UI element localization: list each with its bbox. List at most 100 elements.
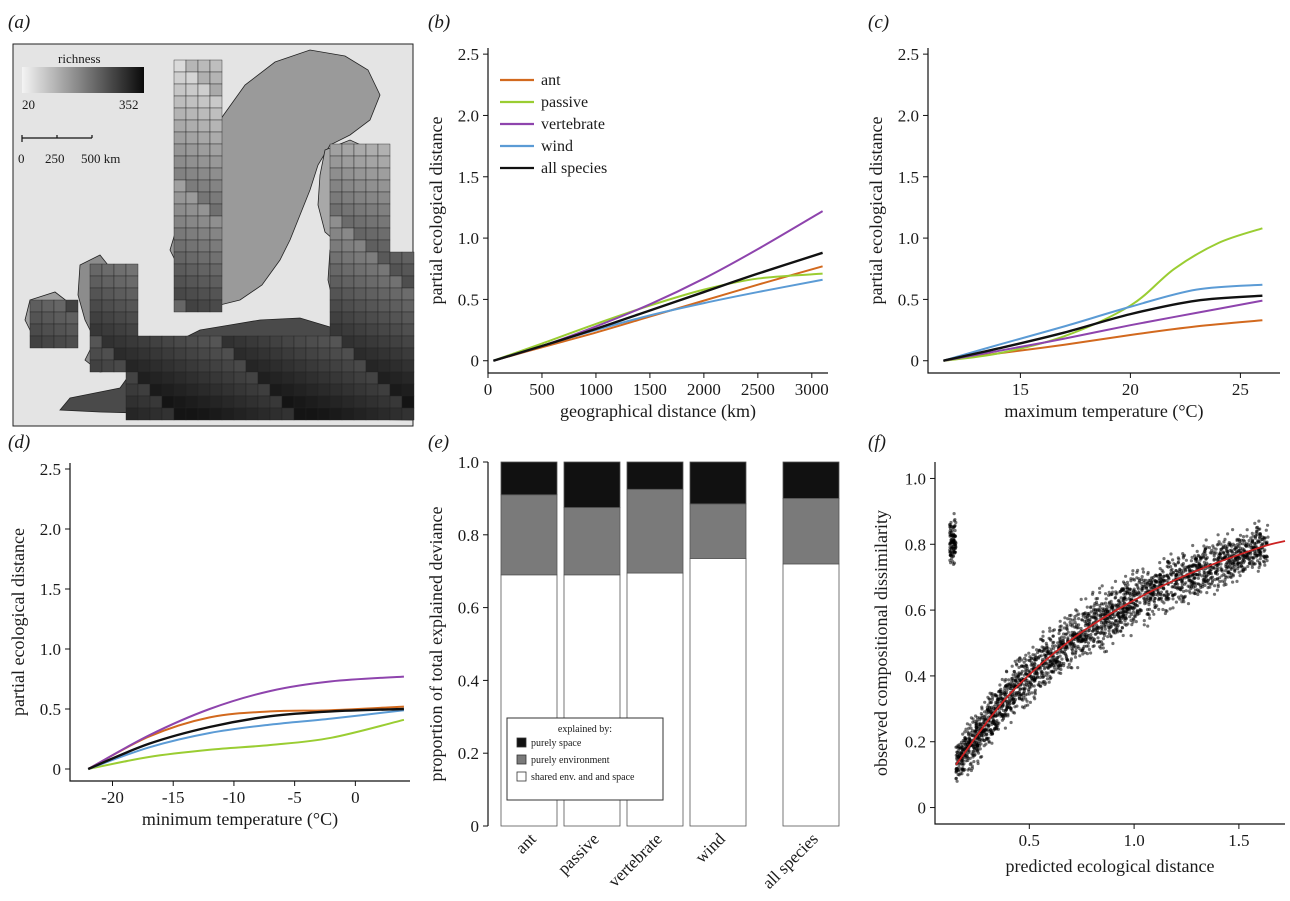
scatter-point bbox=[1220, 574, 1224, 578]
map-cell bbox=[341, 407, 355, 421]
y-axis-title: proportion of total explained deviance bbox=[426, 507, 446, 782]
scatter-point bbox=[1095, 617, 1099, 621]
scatter-point bbox=[1052, 646, 1056, 651]
map-cell bbox=[365, 263, 379, 277]
scatter-point bbox=[985, 732, 989, 736]
map-cell bbox=[173, 203, 187, 217]
scatter-point bbox=[1024, 697, 1028, 701]
map-cell bbox=[113, 263, 127, 277]
scatter-point bbox=[1181, 556, 1185, 560]
scatter-point bbox=[1051, 634, 1055, 638]
map-cell bbox=[317, 371, 331, 385]
map-cell bbox=[341, 335, 355, 349]
map-cell bbox=[377, 251, 391, 265]
scatter-point bbox=[1161, 587, 1166, 591]
map-cell bbox=[377, 143, 391, 157]
map-cell bbox=[293, 347, 307, 361]
map-cell bbox=[365, 239, 379, 253]
scatter-point bbox=[1155, 604, 1159, 608]
y-axis-title: partial ecological distance bbox=[426, 117, 446, 305]
scatter-point bbox=[1036, 671, 1040, 676]
chart-observed-vs-predicted: 0.5 1.0 1.5 0 0.2 0.4 0.6 0.8 1.0 predicted ecolo… bbox=[871, 462, 1286, 876]
legend-label-all-species: all species bbox=[541, 160, 607, 177]
scatter-point bbox=[1202, 551, 1206, 555]
scatter-point bbox=[1054, 661, 1058, 665]
map-cell bbox=[173, 347, 187, 361]
scatter-point bbox=[1075, 626, 1079, 630]
scatter-point bbox=[1233, 551, 1237, 556]
scatter-point bbox=[1113, 579, 1118, 584]
map-cell bbox=[245, 335, 259, 349]
scatter-point bbox=[1109, 615, 1113, 619]
scatter-point bbox=[986, 710, 990, 714]
map-cell bbox=[89, 323, 103, 337]
map-cell bbox=[293, 359, 307, 373]
scatter-point bbox=[1029, 675, 1033, 679]
scatter-point bbox=[1087, 621, 1091, 625]
scatter-point bbox=[1190, 555, 1194, 560]
map-cell bbox=[329, 251, 343, 265]
map-cell bbox=[401, 347, 415, 361]
map-cell bbox=[353, 383, 367, 397]
scatter-point bbox=[1199, 556, 1203, 560]
scatter-point bbox=[1056, 655, 1060, 659]
scatter-point bbox=[1028, 700, 1032, 705]
x-tick-label: 15 bbox=[1012, 380, 1029, 399]
map-cell bbox=[185, 239, 199, 253]
scatter-point bbox=[1039, 654, 1043, 658]
scatter-point bbox=[1129, 579, 1133, 583]
map-cell bbox=[389, 395, 403, 409]
scatter-point bbox=[1214, 547, 1218, 551]
map-cell bbox=[293, 395, 307, 409]
scatter-point bbox=[1033, 664, 1037, 668]
map-cell bbox=[209, 407, 223, 421]
map-cell bbox=[329, 143, 343, 157]
scatter-point bbox=[1222, 540, 1226, 544]
map-cell bbox=[209, 167, 223, 181]
scatter-point bbox=[1012, 711, 1017, 715]
scatter-point bbox=[1180, 572, 1184, 576]
map-cell bbox=[353, 227, 367, 241]
bar-segment-purely-environment bbox=[500, 494, 558, 576]
bar-segment-purely-environment bbox=[626, 488, 684, 574]
scatter-point bbox=[1245, 554, 1249, 558]
map-cell bbox=[209, 95, 223, 109]
bar-segment-purely-space bbox=[563, 461, 621, 508]
x-axis-title: predicted ecological distance bbox=[1006, 856, 1215, 876]
map-cell bbox=[185, 299, 199, 313]
map-cell bbox=[401, 311, 415, 325]
map-cell bbox=[173, 215, 187, 229]
scatter-point bbox=[1071, 618, 1075, 622]
scatter-point bbox=[1024, 653, 1028, 657]
scatter-point bbox=[1153, 584, 1157, 588]
map-cell bbox=[305, 347, 319, 361]
map-cell bbox=[389, 359, 403, 373]
legend-title: explained by: bbox=[558, 724, 612, 735]
map-cell bbox=[401, 383, 415, 397]
scatter-point bbox=[1042, 647, 1046, 651]
map-cell bbox=[113, 275, 127, 289]
scatter-point bbox=[1212, 550, 1216, 554]
scatter-point bbox=[1065, 658, 1069, 662]
scatter-point bbox=[1017, 690, 1021, 694]
map-cell bbox=[353, 371, 367, 385]
scatter-point bbox=[1244, 544, 1248, 548]
scatter-point bbox=[1139, 581, 1143, 585]
scatter-point bbox=[1022, 660, 1026, 664]
chart-geographical-distance: 0 500 1000 1500 2000 2500 3000 0 0.5 1.0 1.5 2.0 2.5… bbox=[426, 45, 829, 422]
map-cell bbox=[353, 275, 367, 289]
map-cell bbox=[41, 323, 55, 337]
map-cell bbox=[365, 347, 379, 361]
scatter-point bbox=[1124, 614, 1128, 618]
scatter-point bbox=[1169, 565, 1173, 569]
scatter-point bbox=[1167, 592, 1171, 596]
scatter-point bbox=[1075, 609, 1079, 613]
map-cell bbox=[137, 371, 151, 385]
scatter-point bbox=[1031, 645, 1035, 649]
scatter-point bbox=[1124, 617, 1128, 621]
map-cell bbox=[125, 407, 139, 421]
map-cell bbox=[149, 383, 163, 397]
scatter-point bbox=[1022, 706, 1026, 710]
scatter-point bbox=[1180, 578, 1184, 582]
map-cell bbox=[185, 107, 199, 121]
